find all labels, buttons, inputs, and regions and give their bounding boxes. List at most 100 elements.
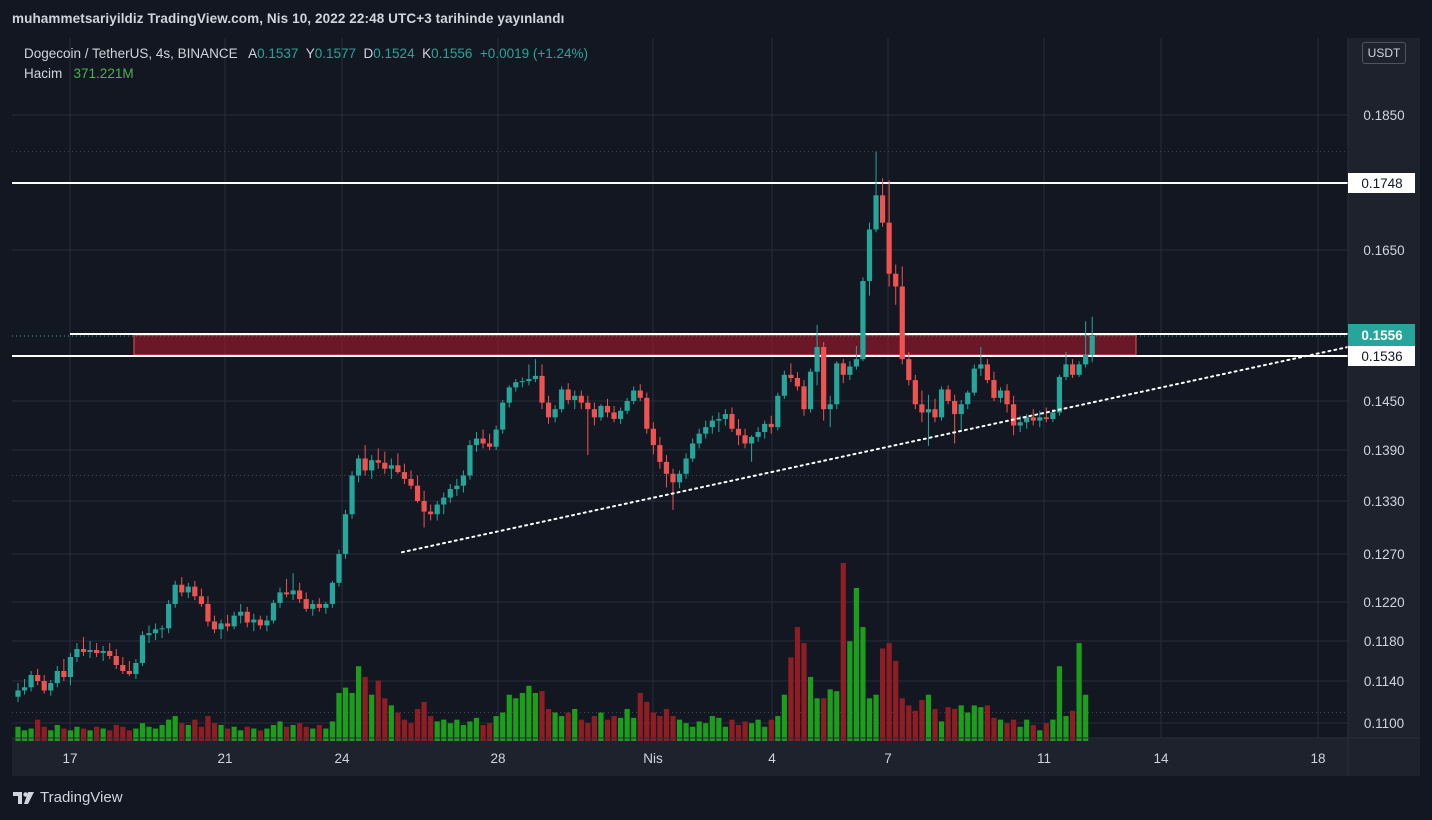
volume-bar [388, 705, 394, 741]
candle-body [578, 395, 584, 403]
volume-bar [781, 694, 787, 741]
plot-area[interactable] [12, 38, 1348, 738]
currency-button[interactable]: USDT [1362, 42, 1406, 64]
volume-bar [441, 719, 447, 741]
volume-bar [938, 721, 945, 741]
candle-body [631, 390, 637, 401]
candle-body [257, 619, 263, 626]
candle-body [21, 687, 28, 691]
volume-bar [257, 730, 263, 741]
volume-bar [880, 648, 886, 741]
volume-bar [277, 721, 283, 741]
candle-body [166, 603, 172, 629]
volume-bar [814, 698, 820, 741]
low-value: 0.1524 [373, 46, 415, 61]
volume-bar [650, 712, 656, 741]
time-tick-label: 21 [217, 751, 232, 766]
volume-bar [631, 717, 637, 741]
candle-body [290, 590, 296, 595]
volume-bar [840, 563, 846, 741]
candle-body [421, 501, 427, 512]
candle-body [126, 671, 132, 674]
candles [15, 151, 1095, 702]
candle-body [1056, 376, 1063, 413]
volume-bar [539, 691, 545, 741]
candle-body [834, 363, 840, 405]
candle-body [329, 582, 335, 604]
candle-body [821, 347, 827, 410]
candle-body [441, 497, 447, 505]
candle-body [35, 675, 41, 681]
volume-bar [35, 719, 41, 741]
volume-bar [126, 730, 132, 741]
candle-body [283, 592, 290, 595]
candle-body [1011, 404, 1017, 426]
volume-bar [860, 627, 866, 741]
candle-body [513, 382, 519, 388]
volume-bar [1017, 726, 1023, 741]
candle-body [408, 478, 414, 486]
chart-canvas[interactable]: 0.1850 0.1650 0.1450 0.1390 0.1330 0.1270 0.12… [12, 38, 1420, 776]
symbol-name[interactable]: Dogecoin / TetherUS, 4s, BINANCE [24, 46, 238, 61]
candle-body [1076, 364, 1082, 375]
volume-bar [683, 723, 689, 741]
volume-bar [690, 726, 696, 741]
candle-body [15, 690, 21, 697]
volume-bar [847, 641, 853, 741]
candle-body [637, 390, 643, 398]
price-tick-label: 0.1140 [1364, 674, 1404, 689]
high-label: Y [305, 46, 315, 61]
candle-body [303, 599, 309, 609]
volume-bar [107, 730, 113, 741]
candle-body [152, 629, 159, 634]
candle-body [965, 392, 971, 405]
volume-bar [270, 724, 277, 741]
volume-bar [460, 724, 466, 741]
candle-body [139, 635, 146, 663]
candle-body [991, 380, 997, 398]
volume-bar [801, 643, 807, 741]
volume-bar [113, 724, 119, 741]
volume-bar [211, 723, 218, 741]
candle-body [395, 465, 401, 473]
open-value: 0.1537 [257, 46, 299, 61]
price-axis[interactable]: 0.1850 0.1650 0.1450 0.1390 0.1330 0.1270 0.12… [1363, 108, 1404, 731]
volume-bar [152, 728, 159, 741]
low-label: D [363, 46, 374, 61]
volume-bar [775, 716, 781, 741]
volume-bar [434, 721, 440, 741]
volume-bar [644, 701, 650, 741]
volume-bar [487, 723, 493, 741]
candle-body [1024, 417, 1030, 423]
candle-body [755, 432, 761, 437]
volume-bar [172, 716, 178, 741]
candle-body [349, 475, 355, 515]
candle-body [775, 395, 781, 428]
volume-bar [958, 705, 964, 741]
volume-bar [1056, 666, 1063, 741]
volume-bar [552, 712, 558, 741]
tradingview-logo[interactable]: TradingView [12, 789, 123, 806]
volume-bar [611, 716, 617, 741]
volume-bar [198, 726, 204, 741]
time-axis[interactable]: 17 21 24 28 Nis 4 7 11 14 18 [62, 751, 1325, 766]
candle-body [231, 615, 237, 627]
volume-bar [1083, 694, 1089, 741]
candle-body [244, 611, 250, 623]
volume-bar [585, 723, 591, 741]
volume-bar [912, 710, 918, 741]
candle-body [159, 628, 165, 630]
time-tick-label: 7 [884, 751, 892, 766]
candle-body [670, 473, 676, 483]
open-label: A [248, 46, 258, 61]
candle-body [572, 395, 578, 400]
candle-body [100, 651, 106, 653]
candle-body [467, 445, 473, 476]
candle-body [801, 386, 807, 410]
volume-bar [598, 712, 604, 741]
volume-bar [807, 676, 814, 741]
volume-label[interactable]: Hacim [24, 66, 63, 81]
volume-bar [264, 728, 270, 741]
candle-body [618, 410, 624, 419]
volume-bar [231, 726, 237, 741]
